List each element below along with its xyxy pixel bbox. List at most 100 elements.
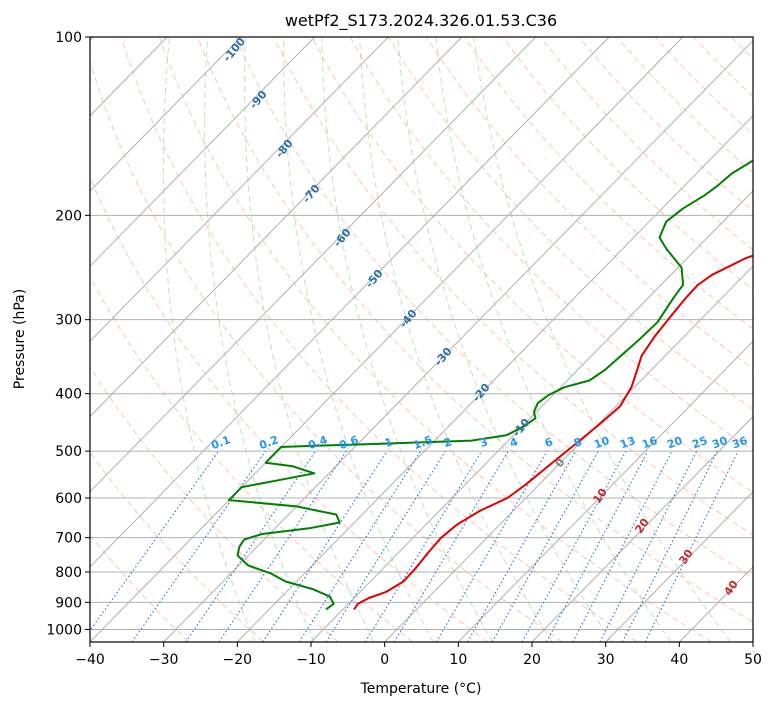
isotherm-line xyxy=(90,37,684,642)
dry-adiabat xyxy=(311,37,753,494)
skewed-isotherms xyxy=(90,37,753,642)
plot-area xyxy=(90,37,753,642)
isotherm-line xyxy=(90,37,389,343)
x-tick-label: 50 xyxy=(744,652,762,668)
mixing-ratio-line xyxy=(131,450,266,642)
isotherm-line xyxy=(163,39,753,642)
isotherm-line xyxy=(605,490,753,642)
isotherm-line xyxy=(384,265,753,642)
moist-adiabat xyxy=(473,37,731,642)
mixing-ratio-label: 1 xyxy=(383,435,395,450)
mixing-ratio-label: 8 xyxy=(572,435,584,450)
x-tick-label: 10 xyxy=(449,652,467,668)
x-axis: −40 −30 −20 −10 0 10 20 30 40 50 xyxy=(75,642,762,668)
mixing-ratio-label: 0.1 xyxy=(209,433,232,452)
mixing-ratio-label: 0.2 xyxy=(257,433,280,452)
dry-adiabat xyxy=(235,37,753,579)
y-tick-label: 800 xyxy=(55,565,82,581)
mixing-ratio-line xyxy=(521,450,627,642)
mixing-ratio-label: 13 xyxy=(618,434,637,451)
x-tick-label: 20 xyxy=(523,652,541,668)
isotherm-line xyxy=(90,37,536,493)
y-axis-title: Pressure (hPa) xyxy=(12,289,28,389)
x-tick-label: −10 xyxy=(296,652,326,668)
dry-adiabat xyxy=(90,59,563,642)
isotherm-line xyxy=(90,37,463,418)
mixing-ratio-label: 4 xyxy=(508,435,520,450)
dry-adiabats xyxy=(90,37,753,642)
y-tick-label: 700 xyxy=(55,531,82,547)
mixing-ratio-line xyxy=(185,450,316,642)
moist-adiabat xyxy=(162,37,256,642)
dry-adiabat xyxy=(120,37,638,642)
x-tick-label: −20 xyxy=(223,652,253,668)
mixing-ratio-label: 0.6 xyxy=(337,433,360,452)
y-tick-label: 100 xyxy=(55,30,82,46)
mixing-ratio-lines xyxy=(90,450,739,642)
plot-frame xyxy=(89,36,754,643)
mixing-ratio-line xyxy=(90,450,220,632)
moist-adiabat xyxy=(359,37,553,642)
y-axis: 100 200 300 400 500 600 700 800 900 1000 xyxy=(46,30,90,638)
isotherm-line xyxy=(457,340,753,642)
x-tick-label: 40 xyxy=(670,652,688,668)
chart-title: wetPf2_S173.2024.326.01.53.C36 xyxy=(285,11,557,31)
y-tick-label: 300 xyxy=(55,313,82,329)
mixing-ratio-line xyxy=(491,450,599,642)
y-tick-label: 1000 xyxy=(46,622,82,638)
mixing-ratio-line xyxy=(364,450,483,642)
isotherm-line xyxy=(531,415,753,642)
dry-adiabat xyxy=(578,37,753,212)
moist-adiabat xyxy=(435,37,672,642)
y-tick-label: 200 xyxy=(55,208,82,224)
dry-adiabat xyxy=(158,37,712,642)
sounding-series xyxy=(228,159,753,611)
x-tick-label: −30 xyxy=(149,652,179,668)
mixing-ratio-label: 3 xyxy=(478,435,490,450)
x-tick-label: −40 xyxy=(75,652,105,668)
y-tick-label: 900 xyxy=(55,595,82,611)
y-tick-label: 400 xyxy=(55,387,82,403)
mixing-ratio-line xyxy=(435,450,548,642)
mixing-ratio-label: 2 xyxy=(442,435,454,450)
mixing-ratio-line xyxy=(298,450,422,642)
dry-adiabat xyxy=(90,176,488,642)
mixing-ratio-line xyxy=(545,450,649,642)
x-tick-label: 0 xyxy=(380,652,389,668)
mixing-ratio-label: 6 xyxy=(543,435,555,450)
y-tick-label: 600 xyxy=(55,491,82,507)
x-axis-title: Temperature (°C) xyxy=(360,681,482,697)
y-tick-label: 500 xyxy=(55,444,82,460)
mixing-ratio-label: 25 xyxy=(690,434,709,451)
x-tick-label: 30 xyxy=(597,652,615,668)
dewpoint-profile xyxy=(228,159,753,611)
isotherm-line xyxy=(236,115,753,642)
mixing-ratio-line xyxy=(644,450,739,642)
mixing-ratio-line xyxy=(325,450,446,642)
moist-adiabat xyxy=(282,37,434,642)
temperature-profile xyxy=(353,254,753,610)
mixing-ratio-line xyxy=(393,450,509,642)
dry-adiabat xyxy=(90,451,264,642)
isotherm-line xyxy=(310,190,753,642)
mixing-ratio-label: 30 xyxy=(710,434,729,452)
dry-adiabat xyxy=(425,37,753,370)
dry-adiabat xyxy=(464,37,753,330)
dry-adiabat xyxy=(616,37,753,174)
pressure-gridlines xyxy=(90,37,753,630)
mixing-ratio-label: 20 xyxy=(665,434,684,452)
mixing-ratio-label: 16 xyxy=(640,434,659,452)
dry-adiabat xyxy=(273,37,753,536)
mixing-ratio-label: 10 xyxy=(592,434,611,452)
isotherm-line xyxy=(90,37,610,568)
dry-adiabat xyxy=(502,37,753,290)
dry-adiabat xyxy=(387,37,753,411)
isotherm-line xyxy=(90,37,315,267)
mixing-ratio-label: 1.5 xyxy=(411,433,434,452)
dry-adiabat xyxy=(90,275,414,642)
isotherm-line xyxy=(90,37,242,192)
mixing-ratio-label: 36 xyxy=(730,434,749,452)
mixing-ratio-label: 0.4 xyxy=(306,433,329,452)
mixing-ratio-line xyxy=(467,450,577,642)
